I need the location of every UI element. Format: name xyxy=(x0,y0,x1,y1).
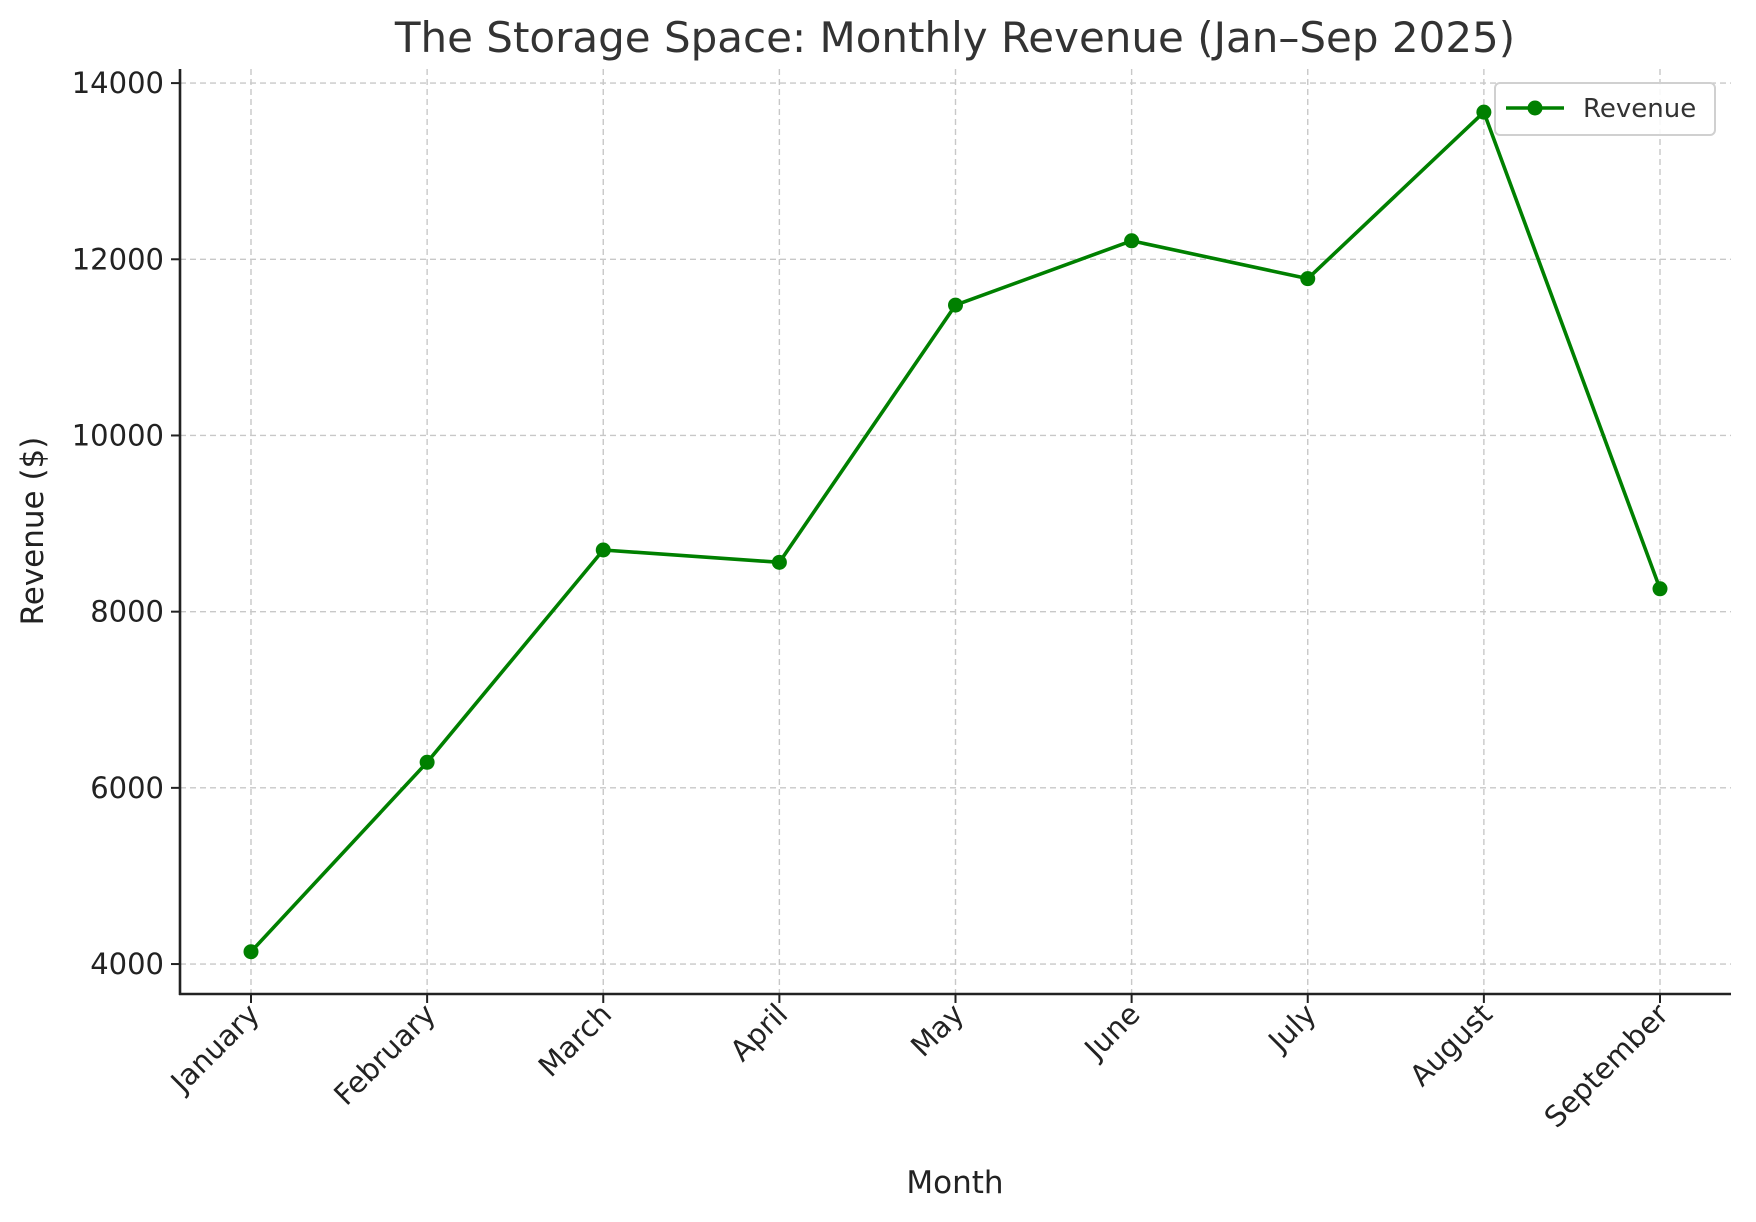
y-tick-label: 12000 xyxy=(72,242,164,276)
y-tick-label: 8000 xyxy=(90,595,164,629)
x-tick-label: September xyxy=(1538,997,1675,1134)
data-point-marker xyxy=(1300,271,1316,287)
grid-lines xyxy=(180,69,1731,994)
data-point-marker xyxy=(1652,581,1668,597)
legend-label-revenue: Revenue xyxy=(1583,94,1696,124)
x-tick-label: May xyxy=(904,997,970,1063)
y-tick-label: 10000 xyxy=(72,418,164,452)
x-axis-label: Month xyxy=(906,1165,1003,1201)
y-tick-label: 14000 xyxy=(72,66,164,100)
y-tick-label: 4000 xyxy=(90,947,164,981)
revenue-series xyxy=(243,104,1668,960)
legend-box xyxy=(1494,82,1716,136)
x-tick-label: June xyxy=(1076,997,1146,1067)
y-axis-label: Revenue ($) xyxy=(15,437,51,626)
y-tick-label: 6000 xyxy=(90,771,164,805)
axes: January February March April May June July Augu… xyxy=(72,66,1731,1134)
data-point-marker xyxy=(1476,104,1492,120)
x-tick-label: August xyxy=(1403,997,1499,1093)
data-point-marker xyxy=(771,554,787,570)
data-point-marker xyxy=(948,297,963,313)
data-point-marker xyxy=(419,754,435,770)
legend-circle-marker-icon xyxy=(1527,100,1543,116)
data-point-marker xyxy=(1124,233,1140,249)
legend: Revenue xyxy=(1494,82,1716,136)
x-tick-label: July xyxy=(1260,997,1322,1059)
data-point-marker xyxy=(243,944,259,960)
x-tick-label: February xyxy=(327,997,442,1112)
x-tick-label: January xyxy=(163,997,266,1100)
data-point-marker xyxy=(595,542,611,558)
x-tick-label: March xyxy=(532,997,619,1084)
x-tick-label: April xyxy=(723,997,794,1068)
chart-title: The Storage Space: Monthly Revenue (Jan–… xyxy=(394,13,1515,62)
